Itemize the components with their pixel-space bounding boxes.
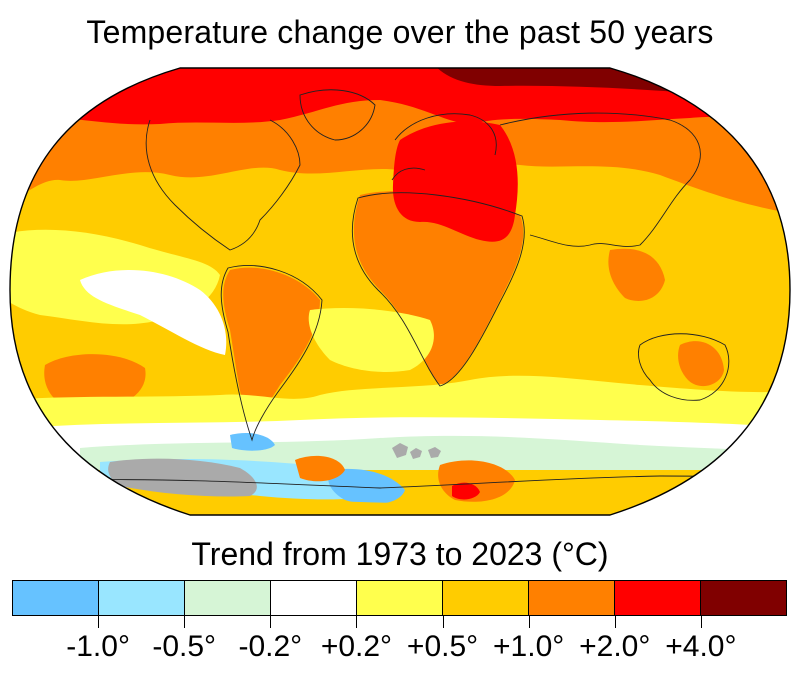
legend-tick-4: [442, 616, 444, 628]
asia-coast: [499, 112, 701, 247]
legend-label-7: +4.0°: [665, 630, 737, 663]
australia-orange: [678, 341, 724, 387]
legend-label-2: -0.2°: [238, 630, 303, 663]
legend-label-6: +2.0°: [579, 630, 651, 663]
map-title: Temperature change over the past 50 year…: [86, 14, 714, 50]
legend-ticks: [12, 616, 787, 630]
no-data-islands: [392, 443, 441, 459]
legend-label-5: +1.0°: [493, 630, 565, 663]
antarctica-red-patch: [452, 482, 480, 500]
legend-label-1: -0.5°: [152, 630, 217, 663]
australia-coast: [638, 333, 730, 401]
legend-swatch-0: [13, 581, 99, 615]
color-legend-bar: [12, 580, 787, 616]
legend-tick-1: [184, 616, 186, 628]
legend-swatch-3: [271, 581, 357, 615]
legend-label-0: -1.0°: [66, 630, 130, 663]
map-fill-layer: [10, 68, 790, 515]
pacific-white-band: [80, 269, 227, 355]
legend-swatch-2: [185, 581, 271, 615]
africa-coast: [351, 192, 525, 387]
south-america-orange: [223, 267, 320, 432]
europe-coast: [391, 113, 497, 181]
legend-tick-5: [528, 616, 530, 628]
central-ocean-yellow: [308, 308, 434, 372]
europe-middle-east-red: [392, 121, 518, 242]
greenland-coast: [299, 89, 376, 141]
legend-swatch-4: [357, 581, 443, 615]
legend-label-4: +0.5°: [406, 630, 479, 663]
antarctica-orange-patch-west: [295, 455, 345, 482]
se-asia-orange: [608, 248, 665, 301]
legend-tick-7: [700, 616, 702, 628]
south-america-coast: [220, 265, 323, 442]
no-data-region-west: [108, 458, 257, 497]
legend-title: Trend from 1973 to 2023 (°C): [191, 536, 609, 572]
legend-tick-0: [98, 616, 100, 628]
legend-label-3: +0.2°: [320, 630, 393, 663]
antarctica-warm-region: [10, 496, 790, 515]
legend-swatch-5: [443, 581, 529, 615]
southern-blue-region: [328, 468, 405, 505]
north-america-coast: [145, 119, 301, 251]
legend-swatch-8: [701, 581, 786, 615]
legend-swatch-7: [615, 581, 701, 615]
world-temperature-map: [9, 67, 791, 516]
legend-labels: -1.0° -0.5° -0.2° +0.2° +0.5° +1.0° +2.0° +4.0°: [12, 630, 787, 670]
legend-tick-2: [270, 616, 272, 628]
legend-tick-6: [614, 616, 616, 628]
legend-tick-3: [356, 616, 358, 628]
map-border: [9, 67, 791, 516]
legend-swatch-6: [529, 581, 615, 615]
legend-swatch-1: [99, 581, 185, 615]
drake-passage-blue: [230, 433, 275, 451]
